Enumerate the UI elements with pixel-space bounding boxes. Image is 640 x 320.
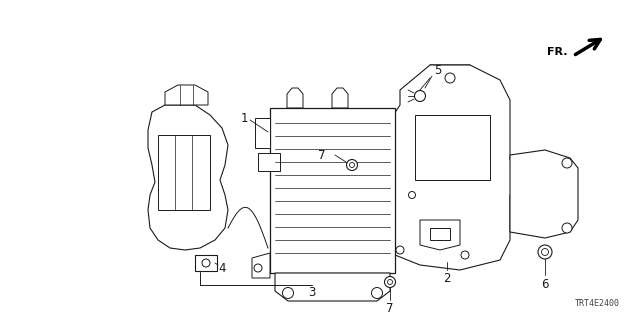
Circle shape bbox=[415, 91, 426, 101]
Text: 4: 4 bbox=[218, 261, 226, 275]
Circle shape bbox=[254, 264, 262, 272]
Circle shape bbox=[387, 279, 392, 284]
Circle shape bbox=[562, 158, 572, 168]
Circle shape bbox=[282, 287, 294, 299]
Text: 3: 3 bbox=[308, 285, 316, 299]
Circle shape bbox=[346, 159, 358, 171]
Circle shape bbox=[408, 191, 415, 198]
Text: 5: 5 bbox=[435, 63, 442, 76]
Polygon shape bbox=[332, 88, 348, 108]
Bar bbox=[430, 228, 450, 240]
Circle shape bbox=[202, 259, 210, 267]
Bar bbox=[270, 108, 395, 273]
Circle shape bbox=[562, 223, 572, 233]
Polygon shape bbox=[148, 105, 228, 250]
Circle shape bbox=[396, 246, 404, 254]
Circle shape bbox=[385, 276, 396, 287]
Circle shape bbox=[538, 245, 552, 259]
Polygon shape bbox=[252, 253, 270, 278]
Circle shape bbox=[445, 73, 455, 83]
Bar bbox=[258, 153, 280, 171]
Circle shape bbox=[541, 249, 548, 255]
Text: FR.: FR. bbox=[547, 47, 568, 57]
Circle shape bbox=[349, 163, 355, 167]
Text: TRT4E2400: TRT4E2400 bbox=[575, 299, 620, 308]
Text: 1: 1 bbox=[240, 111, 248, 124]
Polygon shape bbox=[430, 65, 470, 90]
Bar bbox=[158, 135, 210, 210]
Bar bbox=[195, 255, 217, 271]
Text: 6: 6 bbox=[541, 278, 548, 292]
Polygon shape bbox=[415, 115, 490, 180]
Circle shape bbox=[371, 287, 383, 299]
Polygon shape bbox=[165, 85, 208, 105]
Polygon shape bbox=[255, 118, 270, 148]
Circle shape bbox=[461, 251, 469, 259]
Polygon shape bbox=[510, 150, 578, 238]
Polygon shape bbox=[390, 65, 560, 270]
Polygon shape bbox=[420, 220, 460, 250]
Polygon shape bbox=[287, 88, 303, 108]
Text: 7: 7 bbox=[318, 148, 326, 162]
Polygon shape bbox=[275, 273, 390, 301]
Text: 2: 2 bbox=[444, 271, 451, 284]
Text: 7: 7 bbox=[387, 301, 394, 315]
